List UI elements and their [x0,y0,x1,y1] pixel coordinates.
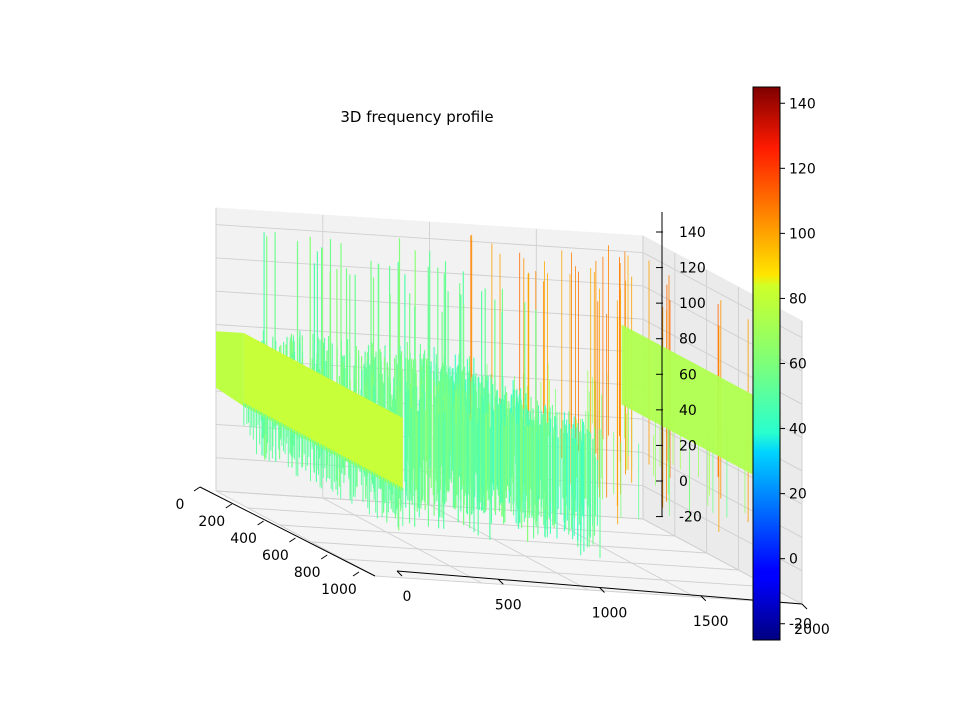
colorbar-tick-label: 20 [789,487,807,503]
grid-line-z [215,224,803,338]
x-tick-label: 1000 [321,582,357,598]
z-tick-label: 60 [679,367,697,383]
y-tick-label: 1500 [693,614,729,630]
y-tick-mark [599,587,605,593]
x-tick-label: 200 [198,514,225,530]
colorbar-tick-label: -20 [789,617,812,633]
z-tick-label: 20 [679,438,697,454]
y-tick-label: 1000 [592,606,628,622]
colorbar-ticks: -20 0 20 40 60 80 100 120 140 [780,96,816,633]
surface-far-wall [621,324,781,490]
x-axis-line [199,486,376,577]
surface-plot [216,232,781,558]
grid-line-z [215,490,803,605]
surface-front-cap [216,331,244,407]
x-tick-mark [193,486,201,492]
y-tick-mark [801,603,808,610]
z-tick-label: 120 [679,261,706,277]
z-tick-label: -20 [679,510,702,526]
y-tick-label: 0 [403,589,412,605]
x-tick-mark [289,537,296,543]
y-tick-mark [396,570,403,577]
surface-front-wall [243,333,403,492]
y-tick-mark [700,595,707,602]
x-tick-label: 0 [176,497,185,513]
z-tick-label: 80 [679,332,697,348]
x-tick-label: 600 [262,548,289,564]
colorbar-tick-label: 0 [789,552,798,568]
y-tick-mark [497,578,504,585]
x-tick-mark [320,554,328,560]
z-tick-label: 140 [679,225,706,241]
x-tick-mark [352,571,360,577]
colorbar-gradient [752,86,781,641]
colorbar-tick-label: 80 [789,291,807,307]
z-tick-label: 100 [679,296,706,312]
y-tick-label: 2000 [794,622,830,638]
chart-title: 3D frequency profile [340,108,493,126]
colorbar-tick-label: 100 [789,226,816,242]
colorbar: -20 0 20 40 60 80 100 120 140 [752,86,816,641]
colorbar-tick-label: 40 [789,422,807,438]
x-tick-label: 400 [230,531,257,547]
grid-line-z [215,257,803,372]
colorbar-tick-label: 120 [789,161,816,177]
colorbar-tick-label: 140 [789,96,816,112]
x-tick-mark [225,503,233,509]
x-tick-mark [257,520,264,526]
z-tick-label: 0 [679,474,688,490]
colorbar-tick-label: 60 [789,357,807,373]
y-tick-label: 500 [495,597,522,613]
z-tick-label: 40 [679,403,697,419]
grid-line-z [215,290,803,405]
x-tick-label: 800 [294,565,321,581]
